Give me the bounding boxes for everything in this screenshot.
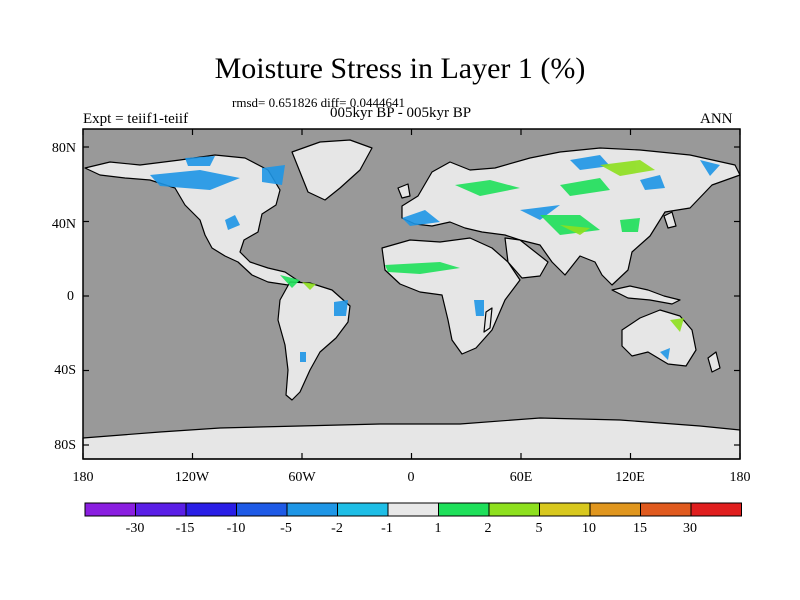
lat-label-80n: 80N [52, 141, 76, 156]
colorbar-label-8: 2 [485, 521, 492, 536]
colorbar-swatch [185, 502, 237, 517]
experiment-label: Expt = teiif1-teiif [83, 111, 189, 127]
colorbar-swatch [236, 502, 288, 517]
arabian-peninsula [504, 237, 549, 279]
colorbar-swatch [589, 502, 641, 517]
colorbar-swatch [640, 502, 692, 517]
lat-label-40n: 40N [52, 217, 76, 232]
japan [663, 211, 677, 229]
southeast-asia-islands [611, 285, 681, 305]
stats-text: rmsd= 0.651826 diff= 0.0444641 [232, 95, 405, 110]
colorbar-label-4: -5 [280, 521, 292, 536]
greenland [291, 139, 373, 201]
colorbar-swatch [135, 502, 187, 517]
colorbar [84, 502, 742, 517]
north-america [84, 154, 301, 286]
colorbar-labels: -30 -15 -10 -5 -2 -1 1 2 5 10 15 30 [126, 521, 697, 536]
colorbar-label-2: -15 [176, 521, 195, 536]
land-masses [82, 139, 741, 460]
lat-label-80s: 80S [54, 438, 76, 453]
yellowgreen-patches [302, 160, 684, 332]
lon-label-180w: 180 [73, 470, 94, 485]
lon-label-0: 0 [408, 470, 415, 485]
colorbar-label-5: -2 [331, 521, 343, 536]
colorbar-swatch [438, 502, 490, 517]
south-america [277, 281, 351, 401]
map-title: Moisture Stress in Layer 1 (%) [214, 52, 586, 85]
lon-label-180e: 180 [730, 470, 751, 485]
season-label: ANN [700, 111, 733, 127]
colorbar-label-6: -1 [381, 521, 393, 536]
colorbar-swatch [488, 502, 540, 517]
colorbar-label-7: 1 [435, 521, 442, 536]
lat-label-40s: 40S [54, 363, 76, 378]
colorbar-label-12: 30 [683, 521, 697, 536]
lat-label-eq: 0 [67, 289, 74, 304]
colorbar-swatch [84, 502, 136, 517]
map-panel [82, 128, 741, 460]
madagascar [483, 307, 493, 333]
colorbar-swatch [387, 502, 439, 517]
colorbar-swatch [539, 502, 591, 517]
axis-ticks [82, 129, 741, 459]
lon-label-60e: 60E [510, 470, 533, 485]
lon-label-60w: 60W [288, 470, 316, 485]
colorbar-label-10: 10 [582, 521, 596, 536]
colorbar-swatch [690, 502, 742, 517]
latitude-labels: 80N 40N 0 40S 80S [52, 141, 76, 453]
lon-label-120e: 120E [615, 470, 645, 485]
longitude-labels: 180 120W 60W 0 60E 120E 180 [73, 470, 751, 485]
colorbar-label-1: -30 [126, 521, 145, 536]
period-label: 005kyr BP - 005kyr BP [330, 105, 472, 121]
colorbar-label-9: 5 [536, 521, 543, 536]
colorbar-label-3: -10 [227, 521, 246, 536]
colorbar-label-11: 15 [633, 521, 647, 536]
uk [397, 183, 411, 199]
new-zealand [707, 351, 721, 373]
lon-label-120w: 120W [175, 470, 210, 485]
colorbar-swatch [286, 502, 338, 517]
colorbar-swatch [337, 502, 389, 517]
blue-patches [150, 155, 720, 362]
